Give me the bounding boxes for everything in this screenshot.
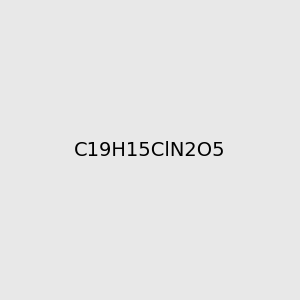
Text: C19H15ClN2O5: C19H15ClN2O5 bbox=[74, 140, 226, 160]
